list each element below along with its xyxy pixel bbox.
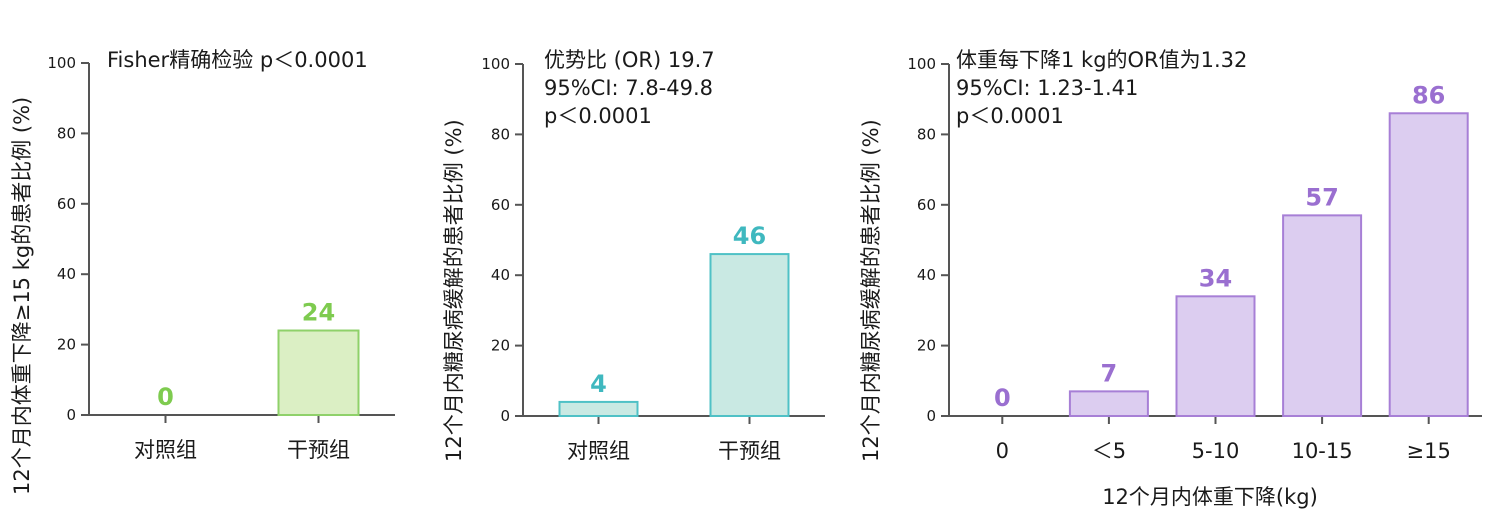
data-label: 24 [302, 299, 335, 327]
x-tick-label: ＜5 [1092, 439, 1126, 463]
chart-annotation: Fisher精确检验 p＜0.0001 [107, 46, 368, 74]
y-tick-label: 80 [57, 124, 76, 142]
data-label: 34 [1199, 264, 1232, 292]
data-label: 7 [1101, 359, 1118, 387]
data-label: 0 [157, 383, 174, 411]
annotation-line: p＜0.0001 [544, 104, 652, 128]
data-label: 86 [1412, 81, 1445, 109]
bar-chart-1: 0 20 40 60 80 100 0 对照组 24 干预组 [47, 54, 395, 462]
y-tick-label: 60 [491, 196, 510, 214]
annotation-line: 95%CI: 7.8-49.8 [544, 76, 714, 100]
annotation-line: 体重每下降1 kg的OR值为1.32 [956, 48, 1248, 72]
data-label: 57 [1305, 183, 1338, 211]
y-tick-label: 20 [917, 337, 936, 355]
x-tick-label: 10-15 [1292, 439, 1353, 463]
y-tick-label: 0 [926, 407, 936, 425]
bar [277, 329, 360, 416]
y-tick-label: 40 [491, 266, 510, 284]
annotation-line: 优势比 (OR) 19.7 [544, 48, 715, 72]
y-tick-label: 40 [57, 265, 76, 283]
bar [1068, 390, 1149, 417]
y-tick-label: 0 [500, 407, 510, 425]
bar [709, 253, 790, 417]
x-axis-title: 12个月内体重下降(kg) [1102, 485, 1318, 509]
y-tick-label: 100 [47, 54, 76, 72]
x-tick-label: 对照组 [134, 438, 197, 462]
y-tick-label: 100 [907, 55, 936, 73]
x-tick-label: ≥15 [1407, 439, 1451, 463]
x-tick-label: 5-10 [1192, 439, 1240, 463]
x-tick-label: 对照组 [567, 439, 630, 463]
x-tick-label: 干预组 [718, 439, 781, 463]
y-tick-label: 80 [491, 125, 510, 143]
y-tick-label: 60 [917, 196, 936, 214]
bar-chart-2: 0 20 40 60 80 100 4 对照组 46 干预组 [481, 55, 825, 463]
annotation-line: Fisher精确检验 p＜0.0001 [107, 48, 368, 72]
chart-annotation: 体重每下降1 kg的OR值为1.32 95%CI: 1.23-1.41 p＜0.… [956, 46, 1247, 130]
x-tick-label: 0 [996, 439, 1009, 463]
y-tick-label: 20 [491, 337, 510, 355]
annotation-line: p＜0.0001 [956, 104, 1064, 128]
chart-panel-1: 12个月内体重下降≥15 kg的患者比例 (%) Fisher精确检验 p＜0.… [0, 0, 440, 516]
bar [1388, 112, 1469, 417]
data-label: 46 [733, 222, 766, 250]
y-tick-label: 40 [917, 266, 936, 284]
y-tick-label: 60 [57, 195, 76, 213]
bar-chart-3: 0 20 40 60 80 100 0 0 7 ＜5 34 5-10 57 10-15 86 ≥15 [907, 55, 1482, 463]
chart-annotation: 优势比 (OR) 19.7 95%CI: 7.8-49.8 p＜0.0001 [544, 46, 715, 130]
x-tick-label: 干预组 [287, 438, 350, 462]
y-tick-label: 20 [57, 336, 76, 354]
chart-panel-2: 12个月内糖尿病缓解的患者比例 (%) 优势比 (OR) 19.7 95%CI:… [440, 0, 840, 516]
annotation-line: 95%CI: 1.23-1.41 [956, 76, 1139, 100]
y-tick-label: 0 [66, 406, 76, 424]
bar [1175, 295, 1256, 418]
y-tick-label: 80 [917, 125, 936, 143]
data-label: 4 [590, 370, 607, 398]
chart-panel-3: 12个月内糖尿病缓解的患者比例 (%) 体重每下降1 kg的OR值为1.32 9… [850, 0, 1500, 516]
bar [1282, 214, 1363, 417]
y-tick-label: 100 [481, 55, 510, 73]
bar [558, 400, 639, 418]
data-label: 0 [994, 384, 1011, 412]
